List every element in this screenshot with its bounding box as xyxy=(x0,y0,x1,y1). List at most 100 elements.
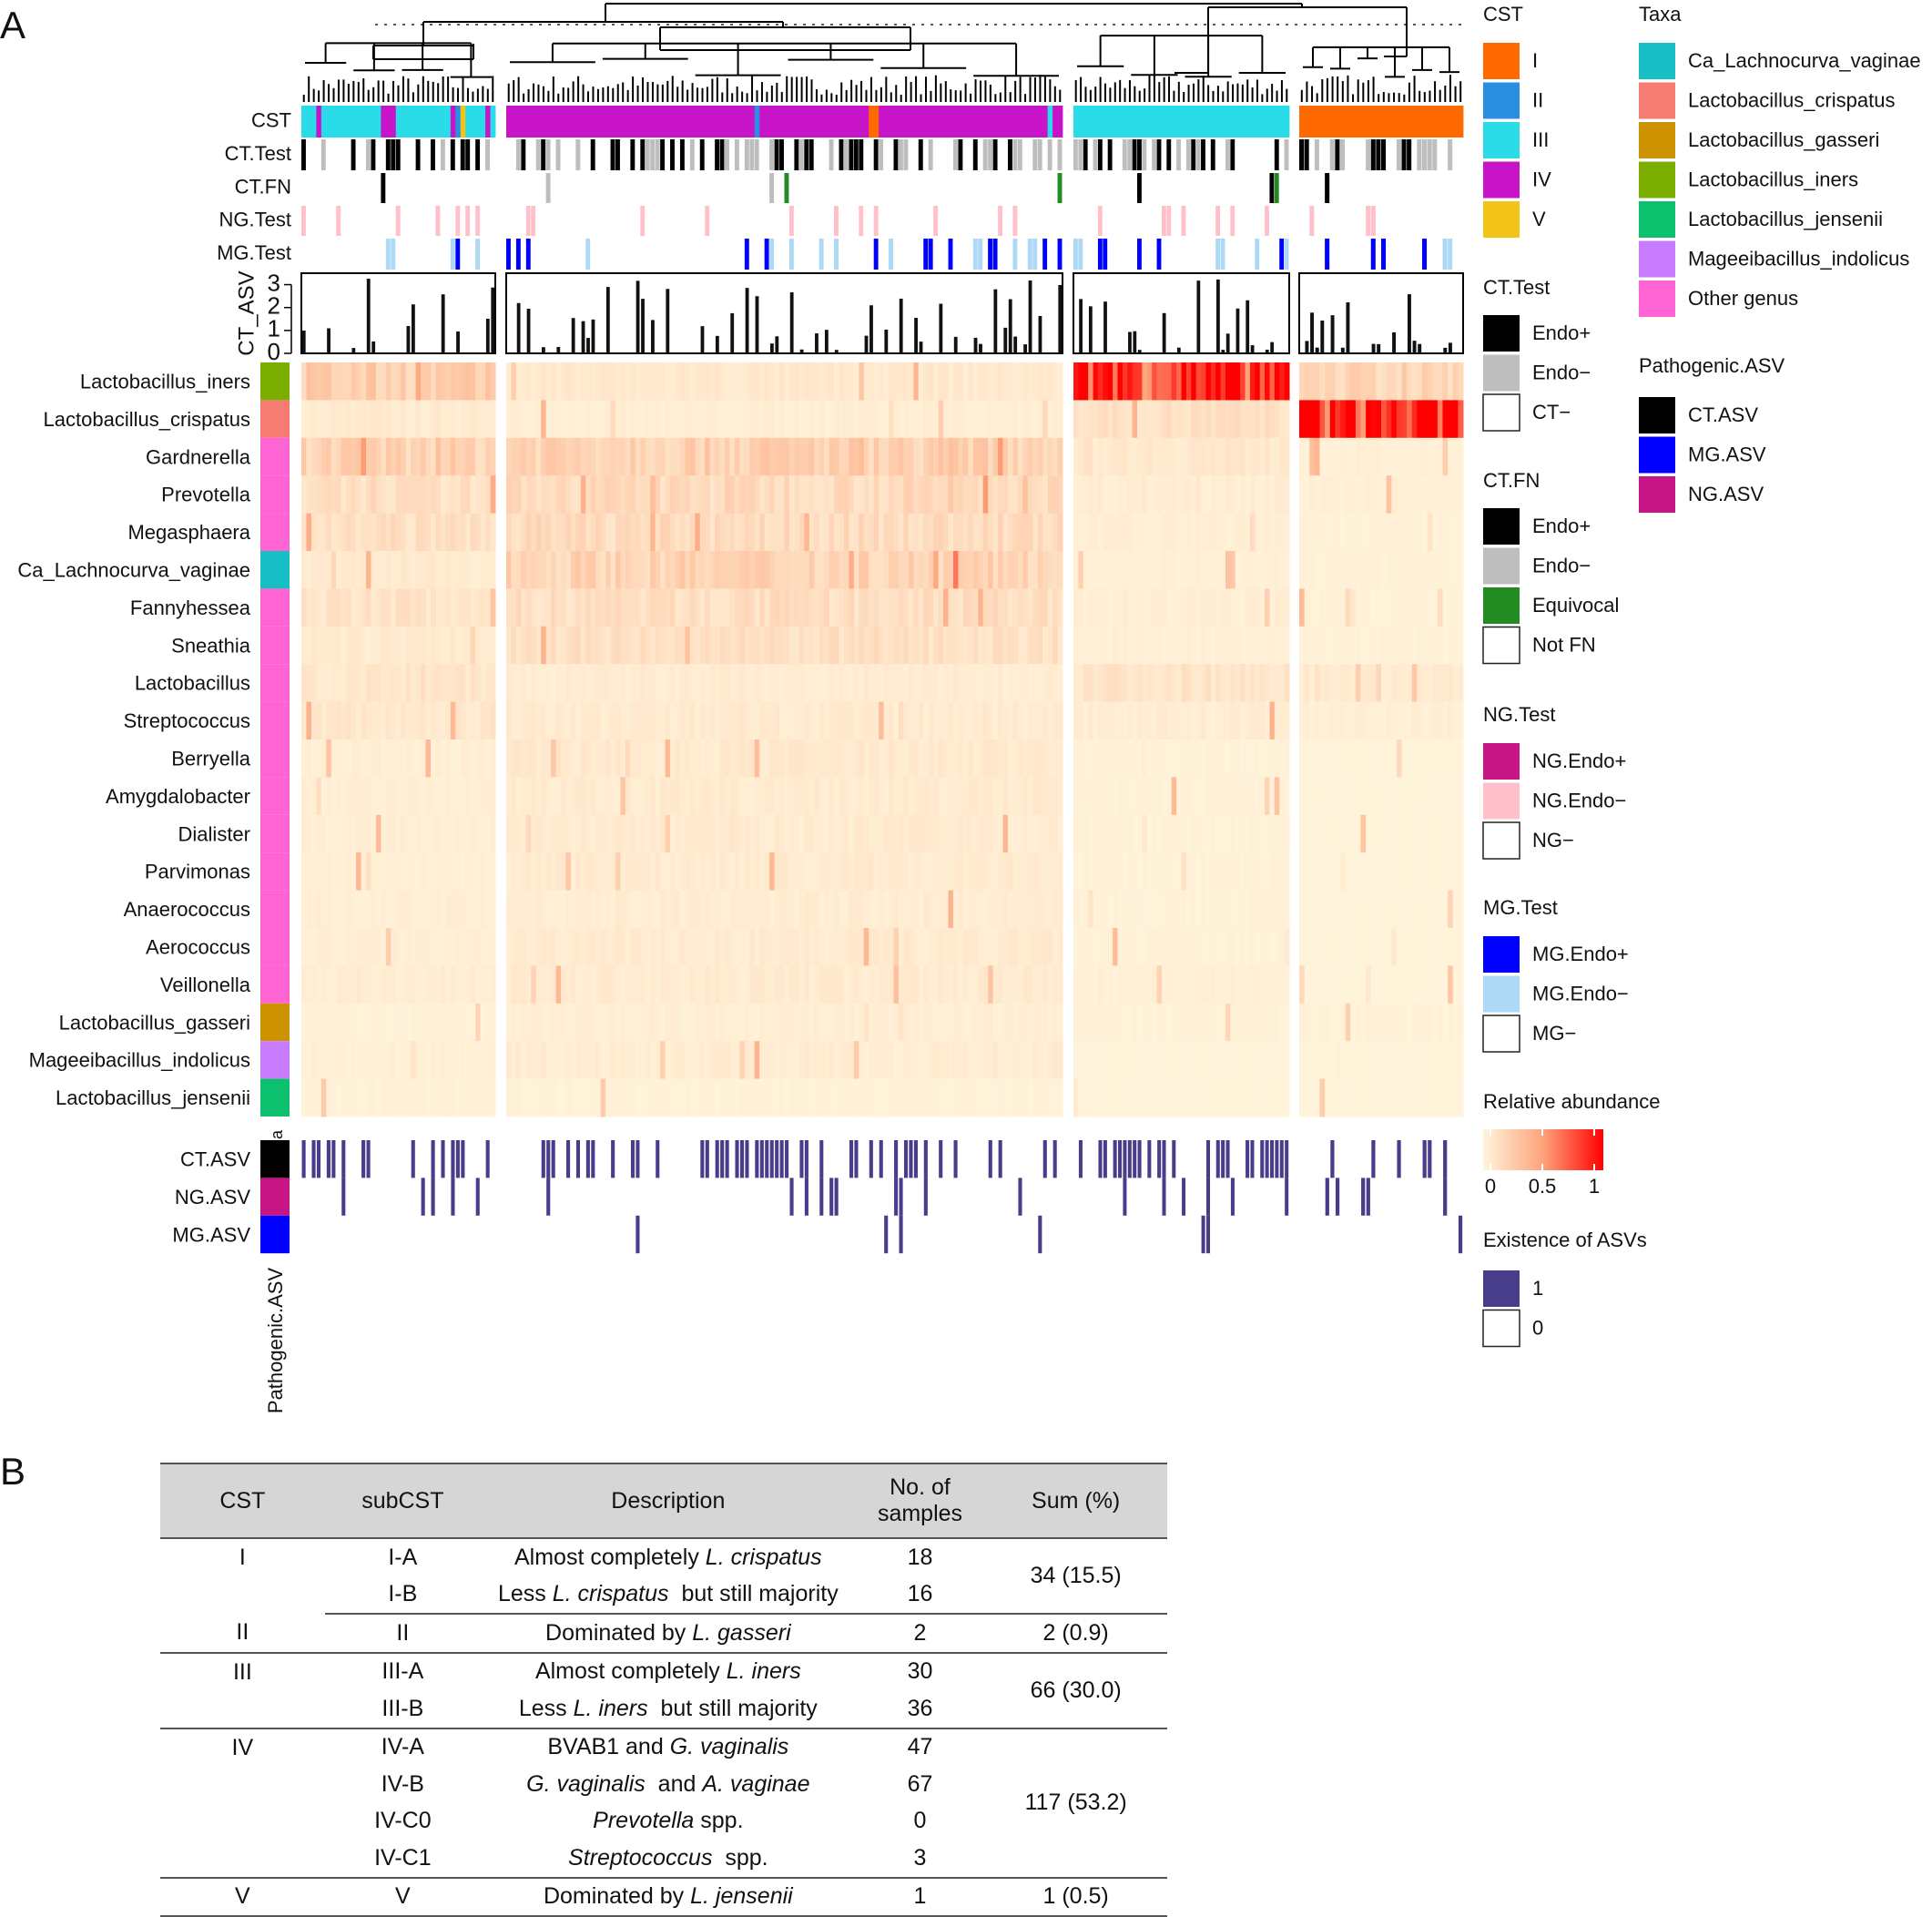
heat-cell xyxy=(571,362,576,401)
heat-cell xyxy=(765,1004,770,1042)
cst-cell xyxy=(1225,106,1231,138)
heat-cell xyxy=(656,362,661,401)
heat-cell xyxy=(381,362,386,401)
heat-cell xyxy=(1240,362,1246,401)
heat-cell xyxy=(929,702,934,740)
heat-cell xyxy=(1058,627,1063,665)
heat-cell xyxy=(1448,664,1453,702)
heat-cell xyxy=(1176,400,1182,438)
heat-cell xyxy=(1172,777,1177,815)
heat-cell xyxy=(1205,1004,1211,1042)
heat-cell xyxy=(341,664,347,702)
heat-cell xyxy=(829,362,835,401)
heat-cell xyxy=(666,965,671,1004)
heat-cell xyxy=(506,588,512,627)
heat-cell xyxy=(1093,664,1099,702)
heat-cell xyxy=(988,777,993,815)
heat-cell xyxy=(978,664,983,702)
heat-cell xyxy=(1285,664,1290,702)
heat-cell xyxy=(725,852,730,891)
heat-cell xyxy=(396,362,402,401)
heat-cell xyxy=(666,739,671,778)
heat-cell xyxy=(1221,777,1226,815)
heat-cell xyxy=(1422,815,1428,853)
heat-cell xyxy=(923,514,929,552)
heat-cell xyxy=(521,1004,526,1042)
heat-cell xyxy=(1315,891,1320,929)
heat-cell xyxy=(1350,702,1356,740)
heat-cell xyxy=(376,852,381,891)
heat-cell xyxy=(1098,815,1103,853)
heat-cell xyxy=(541,777,546,815)
heat-cell xyxy=(506,475,512,514)
ct-test-cell xyxy=(1137,139,1142,170)
heat-cell xyxy=(1361,777,1367,815)
heat-cell xyxy=(1078,739,1083,778)
heat-cell xyxy=(331,627,337,665)
heat-cell xyxy=(670,739,676,778)
heat-cell xyxy=(705,475,710,514)
ct-test-cell xyxy=(735,139,739,170)
heat-cell xyxy=(601,852,606,891)
heat-cell xyxy=(1299,588,1305,627)
heat-cell xyxy=(640,664,646,702)
heat-cell xyxy=(416,627,422,665)
heat-cell xyxy=(1018,588,1023,627)
heat-cell xyxy=(636,664,641,702)
heat-cell xyxy=(636,815,641,853)
heat-cell xyxy=(779,627,785,665)
heat-cell xyxy=(595,362,601,401)
heat-cell xyxy=(1335,475,1340,514)
heat-cell xyxy=(993,891,999,929)
heat-cell xyxy=(759,928,765,966)
heat-cell xyxy=(1412,965,1418,1004)
heat-cell xyxy=(1417,1004,1422,1042)
heat-cell xyxy=(779,475,785,514)
heat-cell xyxy=(765,777,770,815)
heat-cell xyxy=(923,588,929,627)
heat-cell xyxy=(1133,852,1138,891)
cst-cell xyxy=(765,106,770,138)
heat-cell xyxy=(1078,475,1083,514)
ct-asv-bar xyxy=(486,319,490,353)
heat-cell xyxy=(1201,928,1206,966)
heat-cell xyxy=(1230,852,1235,891)
heat-cell xyxy=(1448,514,1453,552)
heat-cell xyxy=(749,664,755,702)
heat-cell xyxy=(864,739,869,778)
heat-cell xyxy=(1078,514,1083,552)
heat-cell xyxy=(660,475,666,514)
heat-cell xyxy=(611,400,616,438)
heat-cell xyxy=(769,815,775,853)
heat-cell xyxy=(1052,702,1058,740)
heat-cell xyxy=(1157,514,1163,552)
heat-cell xyxy=(814,438,819,476)
heat-cell xyxy=(451,475,456,514)
heat-cell xyxy=(1038,965,1043,1004)
heat-cell xyxy=(565,1004,571,1042)
heat-cell xyxy=(1225,664,1231,702)
heat-cell xyxy=(1018,928,1023,966)
heat-cell xyxy=(526,928,532,966)
heat-cell xyxy=(814,891,819,929)
heat-cell xyxy=(346,777,351,815)
heat-cell xyxy=(993,965,999,1004)
heat-cell xyxy=(445,815,451,853)
ng-test-cell xyxy=(435,206,440,236)
heat-cell xyxy=(869,664,874,702)
heat-cell xyxy=(884,664,890,702)
heat-cell xyxy=(630,588,636,627)
heat-cell xyxy=(1142,627,1147,665)
heat-cell xyxy=(421,965,426,1004)
heat-cell xyxy=(615,928,621,966)
heat-cell xyxy=(1117,815,1123,853)
heat-cell xyxy=(903,551,909,589)
heat-cell xyxy=(625,815,631,853)
heat-cell xyxy=(899,777,904,815)
heat-cell xyxy=(1235,1004,1241,1042)
heat-cell xyxy=(455,551,461,589)
heat-cell xyxy=(611,1041,616,1079)
heat-cell xyxy=(1335,514,1340,552)
heat-cell xyxy=(903,627,909,665)
heat-cell xyxy=(615,664,621,702)
